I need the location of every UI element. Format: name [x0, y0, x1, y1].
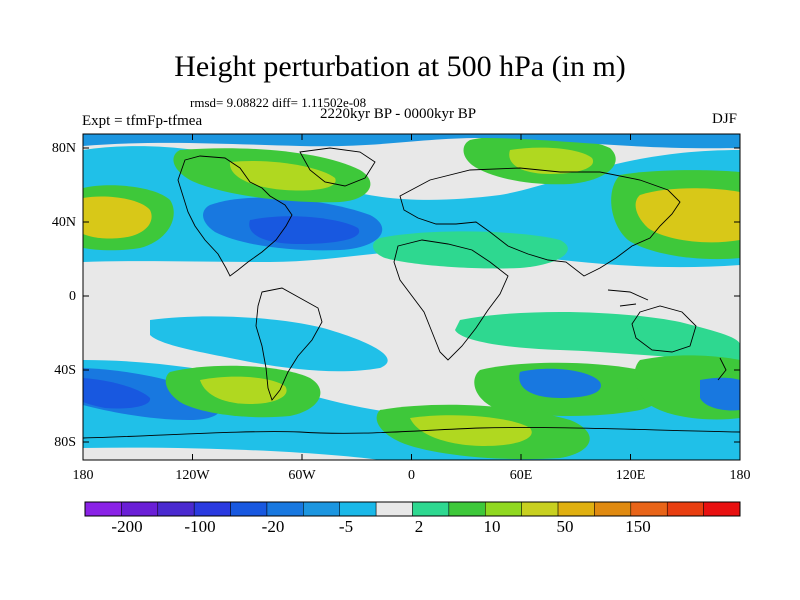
- colorbar-swatch: [630, 501, 668, 517]
- north-america-coast: [177, 155, 293, 277]
- colorbar-swatch: [412, 501, 450, 517]
- lon-label-120e: 120E: [615, 468, 646, 483]
- coastlines: [83, 147, 740, 439]
- colorbar-swatch: [193, 501, 231, 517]
- colorbar-swatch: [448, 501, 486, 517]
- nh-dark-blue-core: [249, 216, 360, 244]
- colorbar-swatch: [157, 501, 195, 517]
- lat-label-40n: 40N: [51, 215, 76, 230]
- lon-label-120w: 120W: [175, 468, 210, 483]
- colorbar-swatch: [375, 501, 413, 517]
- colorbar-swatch: [703, 501, 741, 517]
- colorbar-label-minus-20: -20: [261, 517, 285, 536]
- colorbar-swatch: [121, 501, 159, 517]
- south-pacific-light-blue-band: [150, 316, 388, 372]
- colorbar-swatch: [666, 501, 704, 517]
- lon-tick-bottom: [82, 454, 741, 460]
- lat-label-80n: 80N: [51, 141, 76, 156]
- colorbar-swatch: [84, 501, 122, 517]
- australia-coast: [631, 305, 697, 353]
- antarctica-coast: [83, 427, 740, 439]
- colorbar-label-minus-200: -200: [111, 517, 143, 536]
- africa-coast: [393, 239, 509, 361]
- lat-tick-left: [83, 147, 89, 443]
- stats-text: rmsd= 9.08822 diff= 1.11502e-08: [190, 95, 367, 110]
- lon-label-180-west: 180: [72, 468, 94, 483]
- lon-label-60e: 60E: [509, 468, 533, 483]
- colorbar-swatch: [594, 501, 632, 517]
- colorbar-label-2: 2: [414, 517, 424, 536]
- map-title: Height perturbation at 500 hPa (in m): [174, 50, 626, 83]
- greenland-coast: [299, 147, 376, 187]
- east-antarctic-blue-trough: [700, 377, 740, 411]
- colorbar-swatch: [485, 501, 522, 517]
- lat-tick-right: [734, 147, 740, 443]
- lon-label-60w: 60W: [288, 468, 316, 483]
- colorbar-label-10: 10: [483, 517, 501, 536]
- south-atlantic-teal-band: [455, 311, 740, 360]
- siberia-yellow-ridge: [509, 147, 594, 174]
- indian-ocean-blue-trough: [519, 368, 601, 398]
- new-zealand-coast: [717, 357, 727, 381]
- colorbar-swatch: [339, 501, 377, 517]
- lat-label-equator: 0: [69, 289, 76, 304]
- lon-tick-top: [82, 134, 741, 140]
- colorbar-swatch: [557, 501, 595, 517]
- colorbar-label-minus-100: -100: [184, 517, 216, 536]
- experiment-label: Expt = tfmFp-tfmea: [82, 113, 203, 129]
- lat-label-80s: 80S: [54, 435, 76, 450]
- season-label: DJF: [712, 111, 738, 127]
- colorbar-frame: [84, 501, 741, 517]
- eurasia-coast: [399, 167, 681, 277]
- southeast-asia-islands: [607, 289, 649, 307]
- colorbar-swatch: [266, 501, 304, 517]
- south-pole-neutral: [83, 447, 380, 460]
- west-pacific-yellow-ridge: [635, 188, 740, 243]
- lat-label-40s: 40S: [54, 363, 76, 378]
- colorbar-label-minus-5: -5: [338, 517, 354, 536]
- south-america-coast: [255, 287, 323, 401]
- antarctic-yellow-ridge: [410, 415, 532, 446]
- colorbar-swatch: [521, 501, 559, 517]
- arctic-mid-blue: [83, 134, 740, 149]
- contour-fill: [83, 134, 740, 460]
- east-pacific-yellow-ridge: [83, 196, 152, 239]
- axis-ticks: [82, 134, 741, 460]
- south-america-yellow-ridge: [200, 376, 287, 404]
- colorbar-label-150: 150: [625, 517, 651, 536]
- colorbar: [84, 501, 741, 517]
- southern-ocean-dark-blue-core: [83, 378, 151, 409]
- colorbar-label-50: 50: [556, 517, 574, 536]
- colorbar-swatch: [303, 501, 340, 517]
- lon-label-0: 0: [408, 468, 415, 483]
- period-label: 2220kyr BP - 0000kyr BP: [320, 106, 477, 122]
- colorbar-swatch: [230, 501, 268, 517]
- lon-label-180-east: 180: [729, 468, 751, 483]
